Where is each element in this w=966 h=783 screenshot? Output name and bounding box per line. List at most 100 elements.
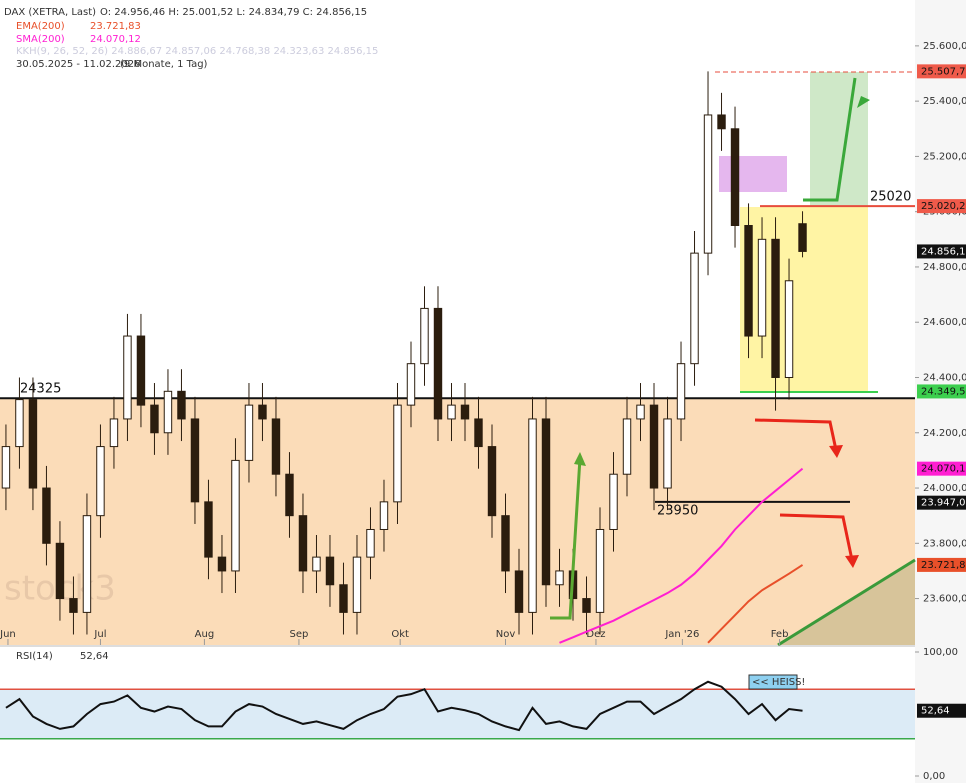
price-tag [917, 64, 966, 79]
price-tag [917, 244, 966, 259]
arrow-head [845, 555, 859, 568]
price-tag [917, 495, 966, 510]
level-label: 25020 [870, 190, 911, 205]
y-tick-label: 25.400,00 [923, 96, 966, 107]
candle-body [474, 418, 483, 448]
arrow-head [829, 445, 843, 458]
candle-body [784, 280, 794, 378]
candle-body [541, 418, 551, 586]
candle-body [393, 404, 402, 503]
arrow [550, 457, 582, 620]
candle-body [231, 459, 240, 572]
arrow [779, 513, 854, 561]
rsi-title: RSI(14) [16, 651, 53, 662]
rsi-tag [917, 703, 966, 718]
candle-body [447, 404, 456, 420]
series-line [5, 680, 803, 732]
candle-body [123, 335, 132, 420]
candle-body [109, 418, 119, 448]
candle-body [487, 446, 497, 517]
badge: << HEISS! [752, 677, 805, 688]
candle-body [96, 446, 105, 517]
marks: 23.600,00 23.800,00 24.000,00 24.200,00 24.4… [0, 41, 966, 782]
candle-body [150, 404, 159, 434]
candle-body [420, 307, 429, 365]
rsi-band [0, 689, 915, 739]
arrow [754, 418, 838, 451]
candle-body [258, 404, 267, 420]
candle-body [177, 390, 186, 420]
rsi-value: 52,64 [80, 651, 109, 662]
candle-body [204, 501, 213, 558]
candle-body [595, 528, 605, 613]
symbol: DAX (XETRA, Last) [4, 7, 96, 18]
x-tick-label: Jan '26 [664, 629, 699, 640]
ema-label: EMA(200) [16, 21, 65, 32]
y-tick-label: 23.600,00 [923, 594, 966, 605]
price-tag-label: 23.721,83 [921, 560, 966, 571]
candle-body [190, 418, 200, 503]
price-tag-label: 23.947,03 [921, 498, 966, 509]
candle-body [528, 418, 537, 613]
x-tick-label: Sep [289, 629, 308, 640]
candle-body [379, 501, 389, 530]
candle-body [514, 570, 524, 613]
candle-body [717, 114, 726, 130]
candle-body [636, 404, 645, 420]
y-tick-label: 24.600,00 [923, 317, 966, 328]
candle-body [312, 556, 321, 572]
y-tick-label: 24.800,00 [923, 262, 966, 273]
candle-body [285, 473, 294, 517]
candle-body [244, 404, 254, 461]
candle-body [676, 363, 686, 420]
candle-body [406, 363, 416, 406]
candle-body [798, 223, 807, 252]
candle-body [771, 238, 780, 378]
candle-body [730, 128, 740, 227]
candle-body [744, 225, 753, 337]
candle-body [69, 598, 78, 613]
x-tick-label: Dez [586, 629, 605, 640]
price-tag-label: 24.349,54 [921, 386, 966, 397]
trend-line [777, 558, 916, 647]
candle-body [28, 399, 38, 489]
x-tick-label: Okt [391, 629, 409, 640]
candle-body [555, 570, 564, 586]
candle-body [271, 418, 281, 475]
price-tag-label: 25.020,22 [921, 201, 966, 212]
level-label: 23950 [657, 503, 698, 518]
candle-body [325, 556, 335, 586]
rsi-tag-label: 52,64 [921, 706, 950, 717]
x-tick-label: Jul [93, 629, 106, 640]
x-tick-label: Aug [195, 629, 215, 640]
price-tag-label: 24.856,15 [921, 246, 966, 257]
candle-body [582, 598, 591, 613]
y-tick-label: 23.800,00 [923, 538, 966, 549]
ohlc: O: 24.956,46 H: 25.001,52 L: 24.834,79 C… [100, 7, 367, 18]
candle-body [82, 515, 92, 613]
candle-body [339, 584, 348, 613]
price-tag [917, 461, 966, 476]
badge-box [748, 674, 798, 690]
price-tag [917, 199, 966, 214]
candle-body [501, 515, 510, 572]
candle-body [366, 528, 375, 558]
level-label: 24325 [20, 382, 61, 397]
candle-body [703, 114, 713, 254]
price-tag-label: 24.070,12 [921, 464, 966, 475]
candle-body [217, 556, 227, 572]
y-tick-label: 25.600,00 [923, 41, 966, 52]
price-tag [917, 557, 966, 572]
candle-body [609, 473, 618, 530]
candle-body [622, 418, 632, 475]
x-tick-label: Feb [771, 629, 789, 640]
kkh: KKH(9, 26, 52, 26) 24.886,67 24.857,06 2… [16, 46, 378, 57]
x-tick-label: Jun [0, 629, 16, 640]
arrow [803, 77, 857, 202]
gap-box [719, 156, 787, 192]
series-line [707, 564, 804, 644]
y-tick-label: 25.200,00 [923, 151, 966, 162]
y-tick-label: 24.200,00 [923, 428, 966, 439]
